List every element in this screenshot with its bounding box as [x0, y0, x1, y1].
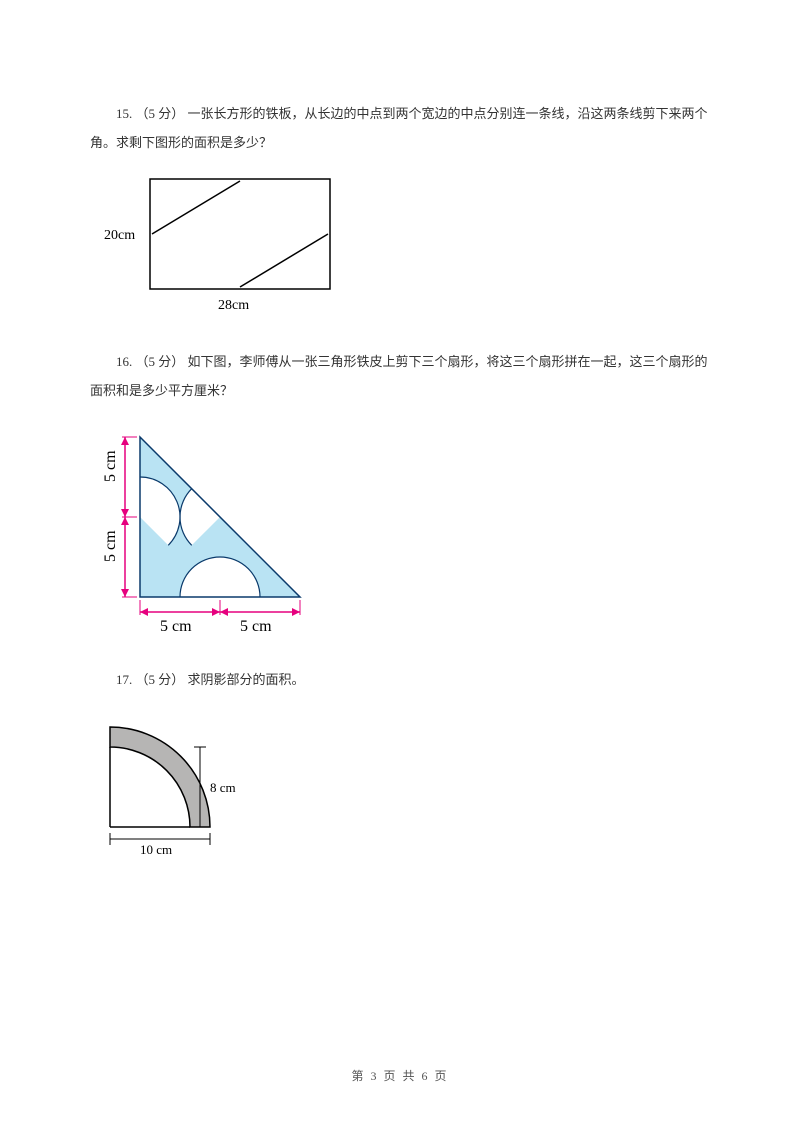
problem-16-text: 16. （5 分） 如下图，李师傅从一张三角形铁皮上剪下三个扇形，将这三个扇形拼…: [90, 348, 710, 405]
footer-current: 3: [370, 1069, 378, 1083]
footer-suffix: 页: [435, 1069, 449, 1083]
arrowhead-l1b: [121, 509, 129, 517]
page-content: 15. （5 分） 一张长方形的铁板，从长边的中点到两个宽边的中点分别连一条线，…: [0, 0, 800, 872]
problem-17-text: 17. （5 分） 求阴影部分的面积。: [90, 666, 710, 695]
problem-17-number: 17.: [116, 672, 132, 687]
footer-mid: 页 共: [383, 1069, 416, 1083]
annulus-quarter-diagram: 8 cm 10 cm: [90, 707, 290, 867]
width-label: 28cm: [218, 298, 249, 313]
rect-outline: [150, 179, 330, 289]
footer-total: 6: [422, 1069, 430, 1083]
arrowhead-l2t: [121, 517, 129, 525]
arrowhead-l2b: [121, 589, 129, 597]
cut-line-1: [152, 181, 240, 234]
rectangle-diagram: 20cm 28cm: [90, 169, 350, 319]
problem-15-figure: 20cm 28cm: [90, 169, 710, 324]
problem-17-figure: 8 cm 10 cm: [90, 707, 710, 872]
footer-prefix: 第: [351, 1069, 365, 1083]
label-bottom-1: 5 cm: [160, 618, 192, 635]
problem-15-text: 15. （5 分） 一张长方形的铁板，从长边的中点到两个宽边的中点分别连一条线，…: [90, 100, 710, 157]
problem-17-points: （5 分）: [136, 672, 185, 687]
page-footer: 第 3 页 共 6 页: [0, 1067, 800, 1084]
problem-16: 16. （5 分） 如下图，李师傅从一张三角形铁皮上剪下三个扇形，将这三个扇形拼…: [90, 348, 710, 642]
label-left-2: 5 cm: [102, 530, 119, 562]
problem-17-body: 求阴影部分的面积。: [188, 672, 305, 687]
problem-15: 15. （5 分） 一张长方形的铁板，从长边的中点到两个宽边的中点分别连一条线，…: [90, 100, 710, 324]
problem-16-figure: 5 cm 5 cm 5 cm 5 cm: [90, 417, 710, 642]
triangle-sectors-diagram: 5 cm 5 cm 5 cm 5 cm: [90, 417, 320, 637]
arrowhead-b1r: [212, 608, 220, 616]
problem-16-points: （5 分）: [136, 354, 185, 369]
problem-17: 17. （5 分） 求阴影部分的面积。 8 cm 10 cm: [90, 666, 710, 872]
problem-15-number: 15.: [116, 106, 132, 121]
label-8cm: 8 cm: [210, 780, 236, 795]
label-left-1: 5 cm: [102, 450, 119, 482]
shaded-region: [110, 727, 210, 827]
label-10cm: 10 cm: [140, 842, 172, 857]
arrowhead-b1l: [140, 608, 148, 616]
height-label: 20cm: [104, 228, 135, 243]
label-bottom-2: 5 cm: [240, 618, 272, 635]
arrowhead-l1t: [121, 437, 129, 445]
arrowhead-b2l: [220, 608, 228, 616]
problem-15-points: （5 分）: [136, 106, 185, 121]
cut-line-2: [240, 234, 328, 287]
arrowhead-b2r: [292, 608, 300, 616]
problem-16-number: 16.: [116, 354, 132, 369]
